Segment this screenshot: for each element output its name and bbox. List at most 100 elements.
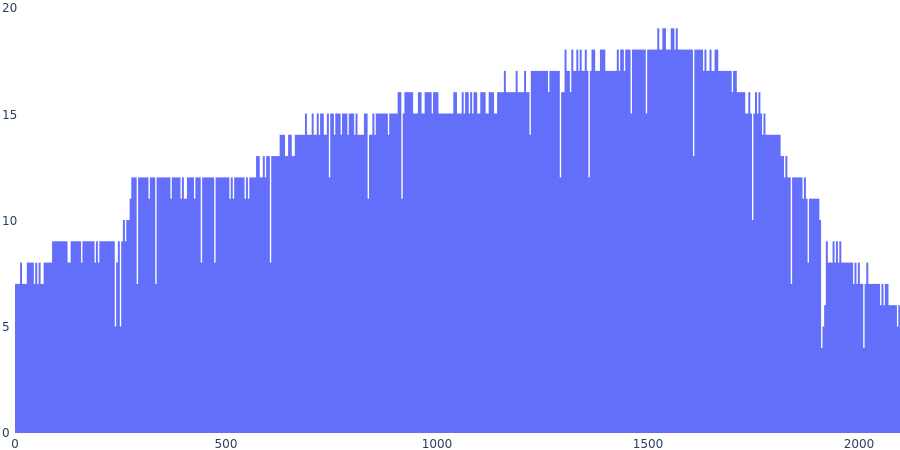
histogram-bar — [335, 113, 338, 433]
histogram-bar — [807, 262, 810, 433]
histogram-bar — [424, 92, 427, 433]
histogram-bar — [48, 262, 51, 433]
histogram-bar — [471, 113, 474, 433]
histogram-bar — [653, 49, 656, 433]
histogram-bar — [31, 262, 34, 433]
histogram-bar — [500, 92, 503, 433]
histogram-bar — [90, 241, 93, 433]
histogram-bar — [57, 241, 60, 433]
histogram-bar — [812, 198, 815, 433]
histogram-bar — [234, 177, 237, 433]
histogram-bar — [898, 305, 900, 433]
histogram-bar — [785, 156, 788, 433]
histogram-bar — [370, 134, 373, 434]
histogram-bar — [316, 113, 319, 433]
histogram-bar — [406, 92, 409, 433]
histogram-bar — [562, 92, 565, 433]
histogram-bar — [392, 113, 395, 433]
histogram-bar — [795, 177, 798, 433]
histogram-bar — [633, 49, 636, 433]
histogram-bar — [783, 177, 786, 433]
histogram-bar — [690, 49, 693, 433]
histogram-bar — [353, 134, 356, 434]
histogram-bar — [733, 70, 736, 434]
histogram-bar — [642, 49, 645, 433]
histogram-bar — [763, 113, 766, 433]
histogram-bar — [208, 177, 211, 433]
histogram-bar — [294, 134, 297, 434]
histogram-bar — [41, 283, 44, 433]
histogram-bar — [498, 92, 501, 433]
histogram-bar — [224, 177, 227, 433]
histogram-bar — [662, 28, 665, 434]
histogram-bar — [773, 134, 776, 434]
histogram-bar — [495, 113, 498, 433]
histogram-bar — [232, 198, 235, 433]
histogram-bar — [213, 262, 216, 433]
histogram-bar — [99, 241, 102, 433]
histogram-bar — [723, 70, 725, 434]
histogram-bar — [857, 262, 860, 433]
histogram-bar — [342, 113, 345, 433]
histogram-bar — [505, 92, 508, 433]
histogram-bar — [775, 134, 778, 434]
histogram-bar — [382, 113, 385, 433]
histogram-bar — [507, 92, 510, 433]
histogram-bar — [475, 92, 478, 433]
histogram-bar — [871, 283, 874, 433]
histogram-bar — [485, 113, 488, 433]
histogram-bar — [680, 49, 683, 433]
histogram-bar — [443, 113, 446, 433]
histogram-bar — [325, 134, 328, 434]
histogram-bar — [657, 28, 660, 434]
histogram-bar — [534, 70, 537, 434]
histogram-bar — [874, 283, 877, 433]
histogram-bar — [510, 92, 513, 433]
histogram-bar — [47, 262, 50, 433]
histogram-bar — [488, 92, 491, 433]
histogram-bar — [873, 283, 876, 433]
histogram-bar — [178, 177, 181, 433]
histogram-bar — [884, 283, 887, 433]
histogram-bar — [397, 92, 400, 433]
histogram-bar — [107, 241, 110, 433]
histogram-bar — [372, 113, 375, 433]
x-tick-label-0: 0 — [11, 437, 19, 450]
histogram-bar — [721, 70, 724, 434]
histogram-bar — [271, 156, 274, 433]
histogram-bar — [493, 113, 496, 433]
histogram-bar — [480, 92, 483, 433]
histogram-bar — [451, 113, 454, 433]
histogram-bar — [736, 92, 739, 433]
histogram-bar — [227, 177, 230, 433]
histogram-bar — [311, 113, 314, 433]
histogram-bar — [230, 177, 233, 433]
histogram-bar — [60, 241, 63, 433]
histogram-bar — [143, 177, 146, 433]
histogram-bar — [881, 283, 884, 433]
histogram-bar — [129, 198, 132, 433]
histogram-bar — [719, 70, 722, 434]
y-axis: 0 5 10 15 20 — [2, 1, 17, 440]
y-tick-label-20: 20 — [2, 1, 17, 15]
histogram-bar — [340, 134, 343, 434]
histogram-bar — [254, 177, 257, 433]
histogram-bar — [682, 49, 685, 433]
histogram-bar — [667, 49, 670, 433]
histogram-bar — [515, 70, 518, 434]
histogram-bar — [648, 49, 651, 433]
histogram-bar — [502, 92, 505, 433]
histogram-bar — [776, 134, 779, 434]
histogram-bar — [738, 92, 741, 433]
histogram-bar — [422, 113, 425, 433]
histogram-bar — [183, 198, 186, 433]
histogram-bar — [734, 70, 737, 434]
histogram-bar — [350, 113, 353, 433]
histogram-bar — [308, 134, 311, 434]
histogram-bar — [74, 241, 76, 433]
histogram-bar — [387, 134, 390, 434]
histogram-bar — [788, 177, 791, 433]
histogram-bar — [205, 177, 208, 433]
histogram-bar — [674, 49, 677, 433]
histogram-bar — [714, 49, 717, 433]
